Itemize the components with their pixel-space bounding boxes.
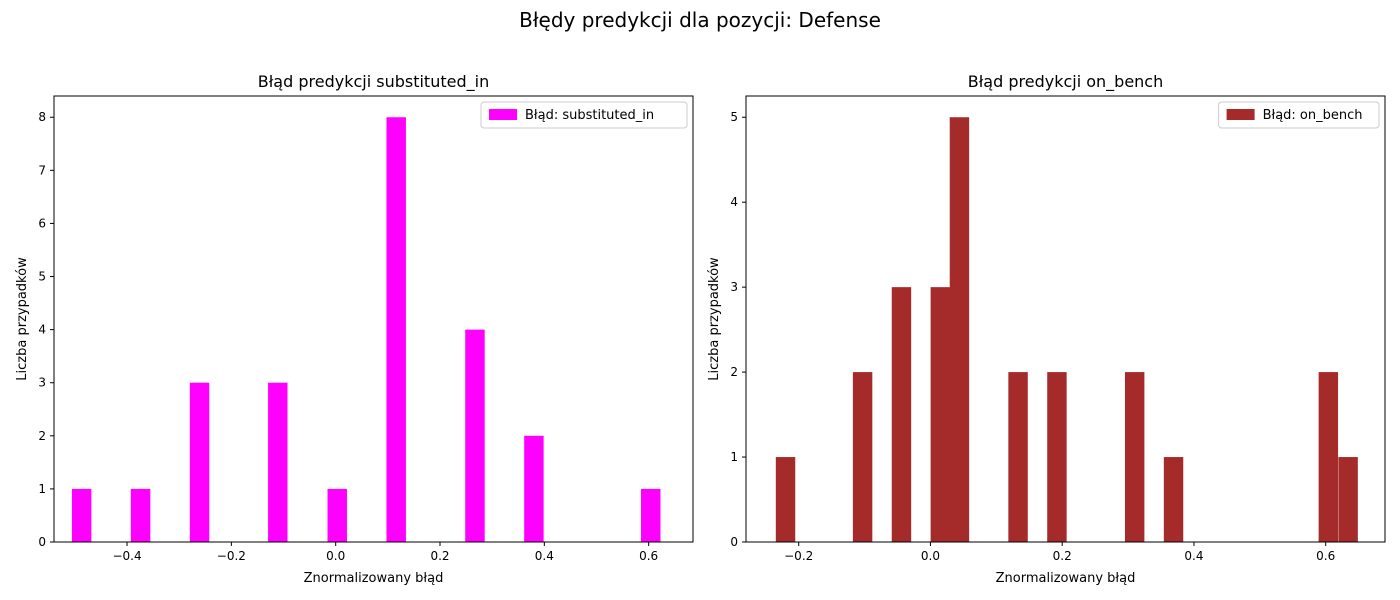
histogram-bar (71, 488, 92, 542)
x-axis-label: Znormalizowany błąd (304, 571, 444, 586)
histogram-bar (1047, 372, 1067, 542)
y-tick-label: 1 (730, 450, 738, 464)
histogram-bar (891, 287, 912, 542)
plot-frame (53, 95, 694, 543)
y-tick-label: 4 (38, 323, 46, 337)
histogram-bar (327, 488, 347, 542)
x-tick-label: −0.2 (784, 549, 813, 563)
x-tick-label: 0.0 (326, 549, 345, 563)
histogram-bar (641, 488, 661, 542)
legend-swatch (1226, 109, 1255, 120)
y-tick-label: 2 (730, 365, 738, 379)
histogram-bar (386, 117, 406, 542)
y-tick-label: 3 (38, 376, 46, 390)
figure-title: Błędy predykcji dla pozycji: Defense (519, 8, 881, 32)
chart-title: Błąd predykcji on_bench (968, 72, 1163, 92)
histogram-bar (930, 287, 951, 542)
legend: Błąd: substituted_in (480, 101, 688, 129)
x-tick-label: −0.4 (112, 549, 141, 563)
x-tick-label: 0.0 (921, 549, 940, 563)
x-tick-label: 0.4 (1184, 549, 1203, 563)
y-tick-label: 6 (38, 216, 46, 230)
y-axis-label: Liczba przypadków (707, 257, 722, 381)
chart-title: Błąd predykcji substituted_in (258, 72, 489, 92)
histogram-bar (189, 382, 210, 542)
y-tick-label: 5 (38, 270, 46, 284)
histogram-bar (524, 435, 544, 542)
histogram-bar (852, 372, 873, 542)
x-tick-label: 0.2 (1053, 549, 1072, 563)
chart-panel-1: −0.4 −0.2 0.0 0.2 0.4 0.6 0 1 2 3 4 5 6 7 8 Błąd predyk… (15, 72, 694, 586)
histogram-bar (1163, 457, 1184, 542)
legend-label: Błąd: on_bench (1263, 108, 1363, 123)
histogram-bar (1124, 372, 1145, 542)
plot-frame (745, 95, 1386, 543)
x-tick-label: 0.4 (535, 549, 554, 563)
y-tick-label: 3 (730, 280, 738, 294)
y-tick-label: 0 (730, 535, 738, 549)
x-tick-label: 0.2 (430, 549, 449, 563)
histogram-bar (1338, 457, 1358, 542)
y-tick-label: 2 (38, 429, 46, 443)
legend: Błąd: on_bench (1218, 101, 1380, 129)
x-axis-label: Znormalizowany błąd (996, 571, 1136, 586)
histogram-bar (1318, 372, 1339, 542)
y-tick-label: 8 (38, 110, 46, 124)
y-tick-label: 4 (730, 195, 738, 209)
y-tick-label: 1 (38, 482, 46, 496)
chart-panel-2: −0.2 0.0 0.2 0.4 0.6 0 1 2 3 4 5 Błąd predykcji on_… (707, 72, 1386, 586)
y-tick-label: 0 (38, 535, 46, 549)
y-tick-label: 5 (730, 110, 738, 124)
y-tick-label: 7 (38, 163, 46, 177)
x-tick-label: −0.2 (217, 549, 246, 563)
histogram-bar (949, 117, 970, 542)
histogram-bar (775, 457, 796, 542)
legend-box (1218, 101, 1380, 129)
x-tick-label: 0.6 (1316, 549, 1335, 563)
legend-label: Błąd: substituted_in (525, 108, 654, 123)
y-axis-label: Liczba przypadków (15, 257, 30, 381)
histogram-bar (268, 382, 288, 542)
legend-box (480, 101, 688, 129)
histogram-bar (465, 329, 485, 542)
legend-swatch (489, 109, 517, 120)
x-tick-label: 0.6 (639, 549, 658, 563)
histogram-bar (1008, 372, 1028, 542)
histogram-bar (130, 488, 151, 542)
